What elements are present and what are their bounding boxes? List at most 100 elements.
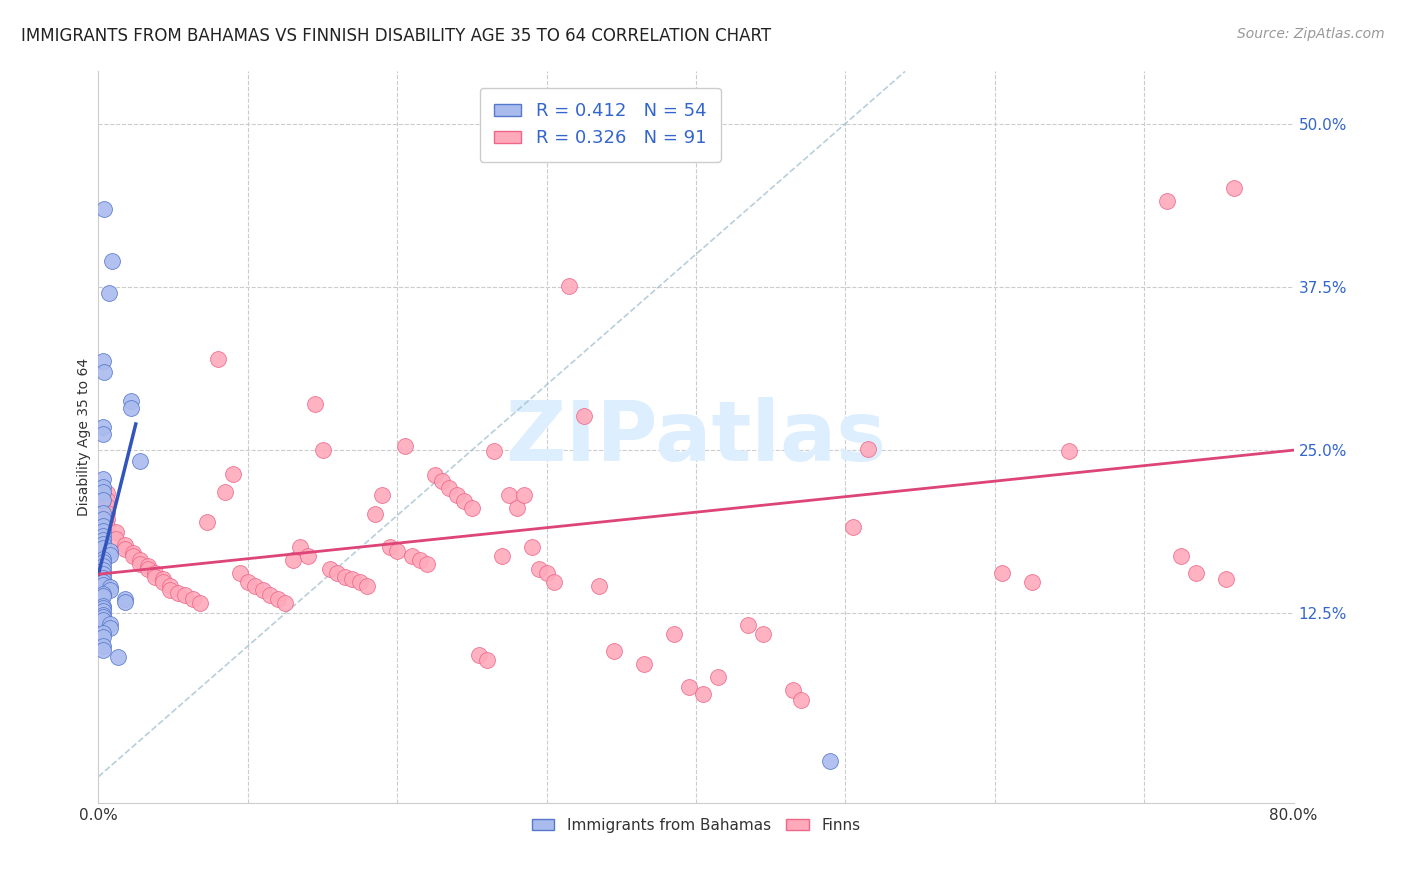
- Point: [166, 585, 188, 599]
- Point: [91, 541, 114, 555]
- Point: [91, 524, 114, 538]
- Point: [91, 519, 114, 533]
- Point: [91, 512, 114, 526]
- Point: [96, 500, 118, 514]
- Point: [543, 575, 565, 590]
- Text: IMMIGRANTS FROM BAHAMAS VS FINNISH DISABILITY AGE 35 TO 64 CORRELATION CHART: IMMIGRANTS FROM BAHAMAS VS FINNISH DISAB…: [21, 27, 772, 45]
- Point: [91, 480, 114, 494]
- Point: [281, 553, 304, 567]
- Point: [91, 601, 114, 615]
- Point: [371, 487, 394, 501]
- Point: [588, 579, 610, 593]
- Point: [475, 653, 498, 667]
- Point: [105, 532, 128, 546]
- Point: [513, 487, 536, 501]
- Point: [121, 549, 143, 563]
- Point: [1170, 549, 1192, 563]
- Point: [506, 500, 529, 515]
- Point: [633, 657, 655, 672]
- Point: [98, 616, 122, 631]
- Point: [143, 566, 166, 580]
- Point: [159, 582, 181, 597]
- Point: [91, 575, 114, 590]
- Point: [430, 475, 453, 489]
- Point: [311, 443, 333, 458]
- Point: [91, 613, 114, 627]
- Point: [91, 639, 114, 653]
- Point: [364, 507, 387, 521]
- Point: [91, 419, 114, 434]
- Point: [991, 566, 1014, 580]
- Point: [91, 626, 114, 640]
- Point: [91, 551, 114, 566]
- Point: [121, 546, 143, 560]
- Point: [91, 506, 114, 520]
- Point: [96, 506, 118, 520]
- Legend: Immigrants from Bahamas, Finns: Immigrants from Bahamas, Finns: [526, 812, 866, 839]
- Point: [91, 587, 114, 601]
- Point: [93, 365, 115, 379]
- Point: [394, 439, 416, 453]
- Point: [288, 540, 311, 554]
- Point: [129, 557, 152, 571]
- Point: [197, 515, 219, 529]
- Point: [91, 427, 114, 442]
- Point: [91, 604, 114, 618]
- Point: [274, 596, 297, 610]
- Point: [401, 549, 423, 563]
- Point: [107, 649, 129, 664]
- Point: [91, 529, 114, 543]
- Point: [91, 567, 114, 582]
- Point: [136, 559, 159, 574]
- Point: [129, 453, 152, 467]
- Point: [136, 562, 159, 576]
- Point: [91, 643, 114, 657]
- Point: [91, 533, 114, 548]
- Point: [159, 579, 181, 593]
- Point: [114, 592, 136, 607]
- Point: [207, 351, 229, 366]
- Point: [101, 253, 124, 268]
- Point: [498, 487, 520, 501]
- Point: [1156, 194, 1178, 208]
- Point: [214, 485, 236, 500]
- Point: [98, 548, 122, 562]
- Point: [98, 580, 122, 594]
- Point: [439, 481, 461, 495]
- Point: [143, 570, 166, 584]
- Point: [245, 579, 267, 593]
- Point: [385, 543, 409, 558]
- Point: [97, 286, 120, 301]
- Point: [229, 566, 252, 580]
- Point: [91, 590, 114, 604]
- Point: [752, 627, 775, 641]
- Point: [114, 539, 136, 553]
- Point: [304, 397, 326, 411]
- Point: [378, 540, 401, 554]
- Point: [91, 599, 114, 613]
- Point: [1185, 566, 1208, 580]
- Point: [558, 278, 581, 293]
- Point: [692, 687, 714, 701]
- Point: [662, 627, 685, 641]
- Point: [461, 500, 484, 515]
- Point: [236, 575, 259, 590]
- Point: [91, 610, 114, 624]
- Point: [120, 401, 142, 416]
- Point: [333, 570, 356, 584]
- Point: [408, 553, 430, 567]
- Point: [91, 559, 114, 574]
- Point: [446, 487, 468, 501]
- Point: [91, 492, 114, 507]
- Point: [222, 467, 245, 481]
- Point: [737, 618, 759, 632]
- Point: [856, 442, 879, 456]
- Point: [120, 393, 142, 408]
- Point: [484, 444, 506, 458]
- Point: [356, 579, 378, 593]
- Point: [91, 607, 114, 622]
- Point: [252, 582, 274, 597]
- Point: [572, 409, 595, 424]
- Point: [114, 542, 136, 557]
- Point: [782, 683, 804, 698]
